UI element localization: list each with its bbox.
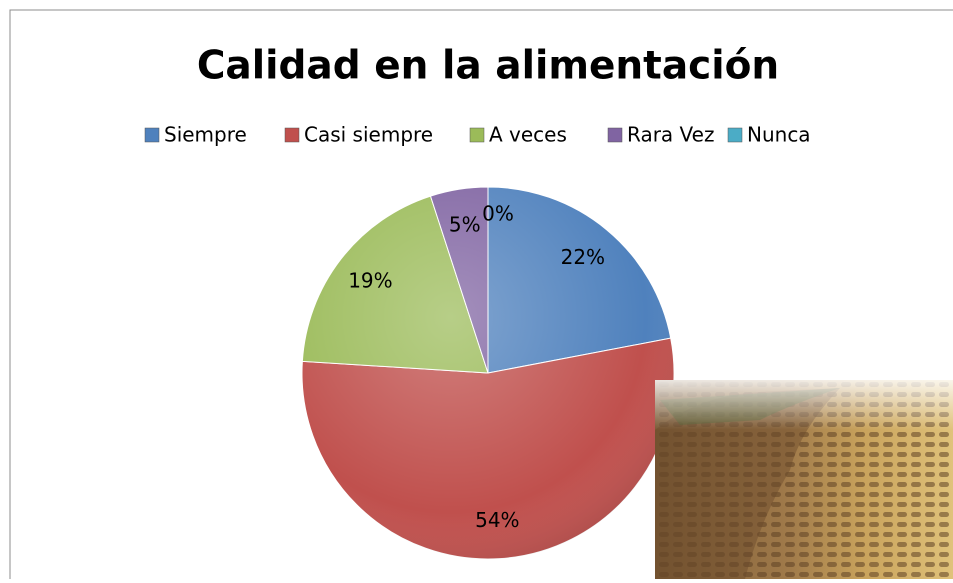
legend-label: Casi siempre — [304, 123, 433, 147]
legend-swatch — [727, 127, 743, 143]
legend-swatch — [469, 127, 485, 143]
legend-label: Rara Vez — [627, 123, 714, 147]
legend-label: A veces — [489, 123, 567, 147]
legend-label: Siempre — [164, 123, 247, 147]
chart-title: Calidad en la alimentación — [197, 44, 779, 89]
data-label: 22% — [561, 245, 605, 269]
data-label: 54% — [475, 508, 519, 532]
data-label: 19% — [348, 268, 392, 292]
photo — [655, 380, 953, 579]
legend-swatch — [607, 127, 623, 143]
data-label: 5% — [449, 213, 481, 237]
data-labels: 22% 54% 19% 5% 0% — [348, 201, 605, 532]
pie — [301, 186, 675, 560]
legend-swatch — [284, 127, 300, 143]
legend-label: Nunca — [747, 123, 811, 147]
legend: Siempre Casi siempre A veces Rara Vez Nunca — [144, 123, 811, 147]
legend-swatch — [144, 127, 160, 143]
data-label: 0% — [482, 201, 514, 225]
